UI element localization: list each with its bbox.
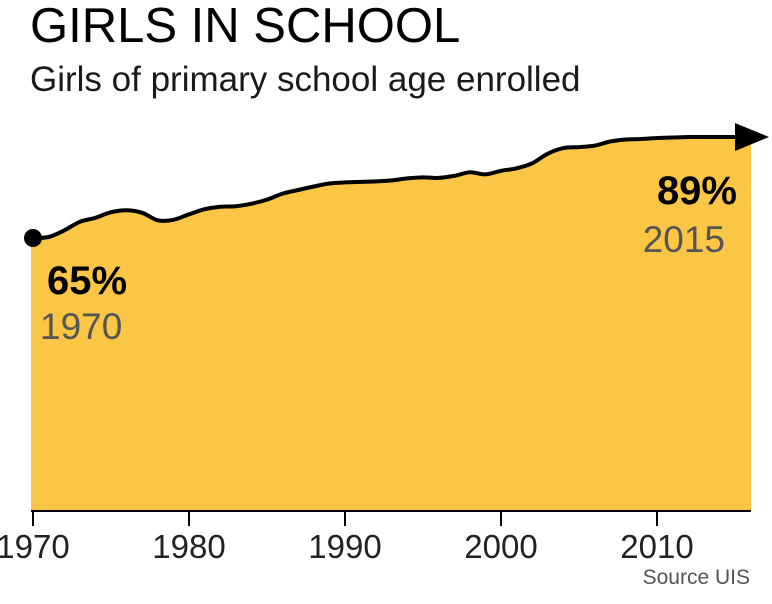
start-value-label: 65% — [47, 259, 127, 303]
x-tick-label: 2000 — [464, 528, 537, 565]
chart-title: GIRLS IN SCHOOL — [30, 0, 461, 53]
x-tick-label: 1990 — [308, 528, 381, 565]
x-tick-label: 2010 — [620, 528, 693, 565]
source-note: Source UIS — [642, 566, 750, 589]
end-value-label: 89% — [657, 169, 737, 213]
x-axis-ticks: 1970 1980 1990 2000 2010 — [0, 510, 694, 565]
arrow-head-icon — [735, 123, 769, 151]
end-year-label: 2015 — [643, 219, 725, 260]
start-point-marker — [24, 229, 42, 247]
x-tick-label: 1980 — [152, 528, 225, 565]
chart-subtitle: Girls of primary school age enrolled — [30, 60, 581, 99]
x-tick-label: 1970 — [0, 528, 70, 565]
series-line — [31, 134, 741, 240]
area-fill — [31, 136, 751, 510]
start-year-label: 1970 — [40, 306, 122, 347]
